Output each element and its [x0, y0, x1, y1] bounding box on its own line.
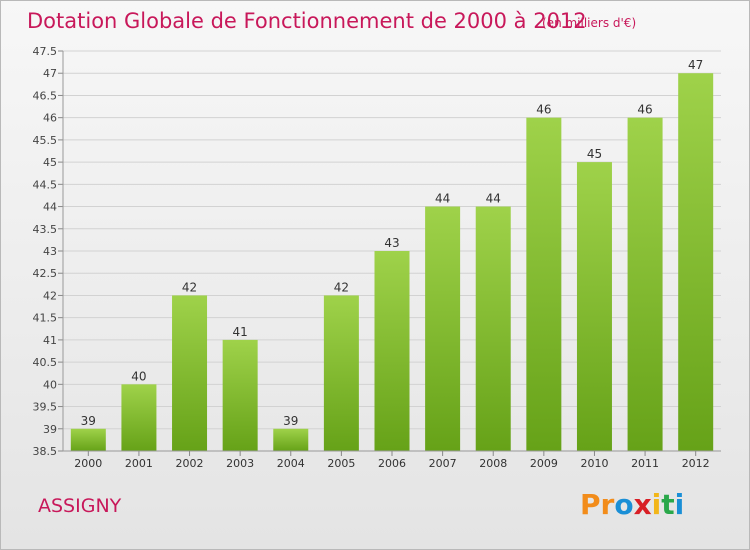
bar-value-label: 47 [688, 58, 703, 72]
bar [273, 428, 309, 451]
bar [323, 295, 359, 451]
bar-value-label: 42 [334, 280, 349, 294]
x-tick-label: 2011 [631, 457, 659, 470]
chart-subtitle: (en milliers d'€) [542, 16, 637, 30]
bar [70, 428, 106, 451]
bar [374, 251, 410, 451]
x-tick-label: 2006 [378, 457, 406, 470]
bar-value-label: 41 [233, 325, 248, 339]
commune-name: ASSIGNY [38, 495, 122, 517]
proxiti-logo: Proxiti [580, 488, 684, 521]
bar-value-label: 42 [182, 280, 197, 294]
bar-value-label: 39 [81, 414, 96, 428]
x-tick-label: 2012 [682, 457, 710, 470]
bar [627, 117, 663, 452]
y-tick-label: 43.5 [33, 223, 58, 236]
x-tick-label: 2010 [580, 457, 608, 470]
y-tick-label: 42.5 [33, 267, 58, 280]
y-tick-label: 45.5 [33, 134, 58, 147]
bar-value-label: 45 [587, 147, 602, 161]
y-tick-label: 46 [43, 112, 57, 125]
y-tick-label: 42 [43, 289, 57, 302]
logo-letter: i [651, 488, 662, 521]
chart-title: Dotation Globale de Fonctionnement de 20… [27, 9, 587, 33]
x-tick-label: 2004 [277, 457, 305, 470]
bar [425, 206, 461, 451]
bar [222, 339, 258, 451]
y-tick-label: 40.5 [33, 356, 58, 369]
bar-value-label: 46 [536, 103, 551, 117]
y-tick-label: 47.5 [33, 45, 58, 58]
x-tick-label: 2003 [226, 457, 254, 470]
logo-letter: t [661, 488, 675, 521]
logo-letter: x [633, 488, 652, 521]
y-tick-label: 45 [43, 156, 57, 169]
bar-value-label: 39 [283, 414, 298, 428]
y-tick-label: 44 [43, 201, 57, 214]
x-tick-label: 2007 [429, 457, 457, 470]
y-tick-label: 41.5 [33, 312, 58, 325]
bar [576, 162, 612, 451]
bar-value-label: 44 [435, 192, 450, 206]
x-tick-label: 2000 [74, 457, 102, 470]
y-tick-label: 46.5 [33, 89, 58, 102]
y-tick-label: 39 [43, 423, 57, 436]
bars: 39 40 42 41 39 42 43 44 44 46 45 46 47 [70, 58, 714, 452]
x-tick-label: 2009 [530, 457, 558, 470]
logo-letter: P [580, 488, 601, 521]
y-tick-label: 40 [43, 378, 57, 391]
x-tick-label: 2002 [176, 457, 204, 470]
y-tick-label: 44.5 [33, 178, 58, 191]
bar [475, 206, 511, 451]
x-tick-label: 2001 [125, 457, 153, 470]
bar [678, 73, 714, 451]
bar-value-label: 40 [131, 369, 146, 383]
bar [121, 384, 157, 451]
y-tick-label: 39.5 [33, 401, 58, 414]
x-tick-label: 2008 [479, 457, 507, 470]
logo-letter: o [614, 488, 634, 521]
bar-value-label: 43 [384, 236, 399, 250]
y-tick-label: 38.5 [33, 445, 58, 458]
bar-value-label: 46 [637, 103, 652, 117]
y-tick-label: 47 [43, 67, 57, 80]
y-tick-label: 41 [43, 334, 57, 347]
x-tick-label: 2005 [327, 457, 355, 470]
y-tick-label: 43 [43, 245, 57, 258]
axes: 38.5 39 39.5 40 40.5 41 41.5 42 42.5 43 43.5 44 44.5… [33, 45, 721, 470]
logo-letter: i [674, 488, 685, 521]
bar [526, 117, 562, 452]
bar [172, 295, 208, 451]
bar-value-label: 44 [486, 192, 501, 206]
logo-letter: r [600, 488, 615, 521]
